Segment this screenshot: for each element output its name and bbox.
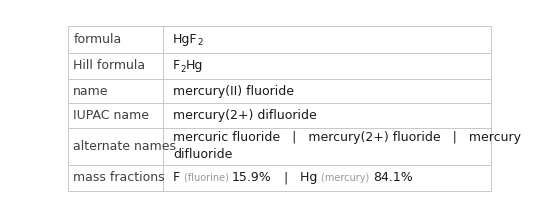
Text: Hg: Hg	[300, 172, 321, 184]
Text: 2: 2	[180, 65, 186, 74]
Text: alternate names: alternate names	[73, 140, 176, 153]
Text: F: F	[173, 172, 184, 184]
Text: difluoride: difluoride	[173, 148, 232, 161]
Text: (fluorine): (fluorine)	[184, 173, 232, 183]
Text: |: |	[272, 172, 300, 184]
Text: name: name	[73, 85, 109, 98]
Text: Hg: Hg	[186, 59, 203, 72]
Text: (mercury): (mercury)	[321, 173, 372, 183]
Text: Hill formula: Hill formula	[73, 59, 145, 72]
Text: mercury(2+) difluoride: mercury(2+) difluoride	[173, 109, 317, 122]
Text: mass fractions: mass fractions	[73, 172, 165, 184]
Text: IUPAC name: IUPAC name	[73, 109, 149, 122]
Text: formula: formula	[73, 33, 122, 46]
Text: 15.9%: 15.9%	[232, 172, 272, 184]
Text: mercury(II) fluoride: mercury(II) fluoride	[173, 85, 294, 98]
Text: F: F	[173, 59, 180, 72]
Text: HgF: HgF	[173, 33, 197, 46]
Text: 84.1%: 84.1%	[372, 172, 412, 184]
Text: 2: 2	[197, 38, 203, 47]
Text: mercuric fluoride   |   mercury(2+) fluoride   |   mercury: mercuric fluoride | mercury(2+) fluoride…	[173, 131, 521, 144]
